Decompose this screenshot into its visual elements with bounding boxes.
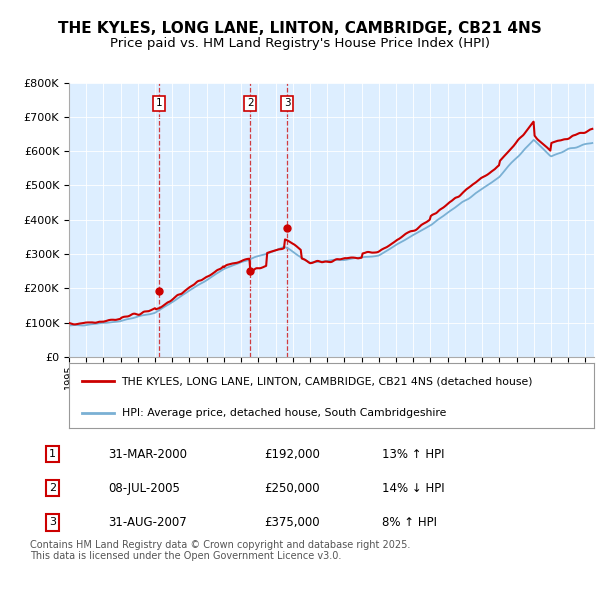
Text: 31-AUG-2007: 31-AUG-2007 <box>108 516 187 529</box>
Text: 13% ↑ HPI: 13% ↑ HPI <box>382 448 444 461</box>
Text: Contains HM Land Registry data © Crown copyright and database right 2025.
This d: Contains HM Land Registry data © Crown c… <box>30 540 410 562</box>
Text: 31-MAR-2000: 31-MAR-2000 <box>108 448 187 461</box>
Text: 8% ↑ HPI: 8% ↑ HPI <box>382 516 437 529</box>
Text: 2: 2 <box>247 98 253 108</box>
Text: 2: 2 <box>49 483 56 493</box>
Text: 3: 3 <box>284 98 290 108</box>
Text: THE KYLES, LONG LANE, LINTON, CAMBRIDGE, CB21 4NS: THE KYLES, LONG LANE, LINTON, CAMBRIDGE,… <box>58 21 542 35</box>
Text: 08-JUL-2005: 08-JUL-2005 <box>108 482 180 495</box>
Text: 3: 3 <box>49 517 56 527</box>
Text: THE KYLES, LONG LANE, LINTON, CAMBRIDGE, CB21 4NS (detached house): THE KYLES, LONG LANE, LINTON, CAMBRIDGE,… <box>121 376 533 386</box>
Text: HPI: Average price, detached house, South Cambridgeshire: HPI: Average price, detached house, Sout… <box>121 408 446 418</box>
Text: £192,000: £192,000 <box>265 448 320 461</box>
Text: £250,000: £250,000 <box>265 482 320 495</box>
Text: £375,000: £375,000 <box>265 516 320 529</box>
Text: Price paid vs. HM Land Registry's House Price Index (HPI): Price paid vs. HM Land Registry's House … <box>110 37 490 50</box>
Text: 1: 1 <box>49 450 56 459</box>
Text: 1: 1 <box>156 98 163 108</box>
Text: 14% ↓ HPI: 14% ↓ HPI <box>382 482 444 495</box>
